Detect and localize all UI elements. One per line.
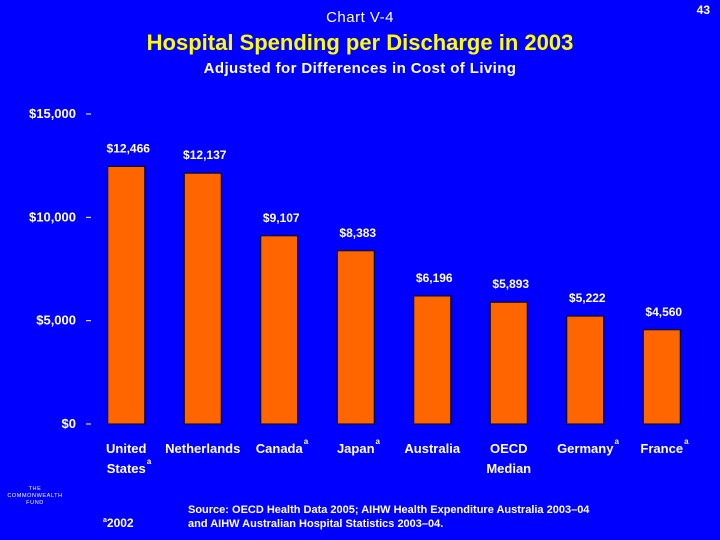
source-line: Source: OECD Health Data 2005; AIHW Heal… [188, 504, 590, 516]
footnote-marker: a [147, 457, 152, 466]
x-tick-label-line2: Median [486, 461, 531, 476]
bar [336, 250, 375, 425]
source-note: Source: OECD Health Data 2005; AIHW Heal… [188, 503, 698, 531]
source-line: and AIHW Australian Hospital Statistics … [188, 518, 444, 530]
data-label: $4,560 [645, 305, 682, 319]
bar [183, 172, 222, 425]
footnote-text: 2002 [106, 516, 134, 530]
bar [107, 165, 146, 425]
x-tick-label: Japan [337, 441, 375, 456]
data-label: $5,893 [492, 277, 529, 291]
data-label: $5,222 [569, 291, 606, 305]
x-tick-label: OECD [490, 441, 528, 456]
data-label: $8,383 [339, 226, 376, 240]
x-tick-label: Canada [256, 441, 304, 456]
y-tick-label: $5,000 [36, 313, 76, 328]
y-tick-label: $10,000 [29, 209, 76, 224]
bar [642, 329, 681, 425]
data-label: $12,466 [107, 141, 151, 155]
x-tick-label: Germany [557, 441, 614, 456]
chart-subtitle: Adjusted for Differences in Cost of Livi… [203, 60, 517, 77]
x-tick-label: Australia [404, 441, 460, 456]
footnote: a2002 [103, 516, 134, 530]
page-number: 43 [696, 3, 710, 17]
logo-line: COMMONWEALTH [7, 493, 63, 499]
footnote-marker: a [304, 437, 309, 446]
x-tick-label-line2: States [107, 461, 146, 476]
logo-line: FUND [26, 500, 44, 506]
commonwealth-fund-logo: THE COMMONWEALTH FUND [4, 486, 66, 507]
data-label: $9,107 [263, 211, 300, 225]
bar [489, 301, 528, 425]
bar [566, 315, 605, 425]
footnote-marker: a [684, 437, 689, 446]
footnote-marker: a [376, 437, 381, 446]
data-label: $12,137 [183, 148, 227, 162]
x-tick-label: Netherlands [165, 441, 240, 456]
logo-line: THE [28, 486, 42, 492]
footnote-marker: a [103, 517, 107, 524]
y-tick-label: $0 [62, 416, 76, 431]
chart-title: Hospital Spending per Discharge in 2003 [146, 30, 574, 55]
x-tick-label: France [640, 441, 683, 456]
chart-label: Chart V-4 [326, 9, 394, 26]
x-tick-label: United [106, 441, 147, 456]
y-tick-label: $15,000 [29, 106, 76, 121]
bar [260, 235, 299, 425]
bar [413, 295, 452, 425]
footnote-marker: a [614, 437, 619, 446]
data-label: $6,196 [416, 271, 453, 285]
